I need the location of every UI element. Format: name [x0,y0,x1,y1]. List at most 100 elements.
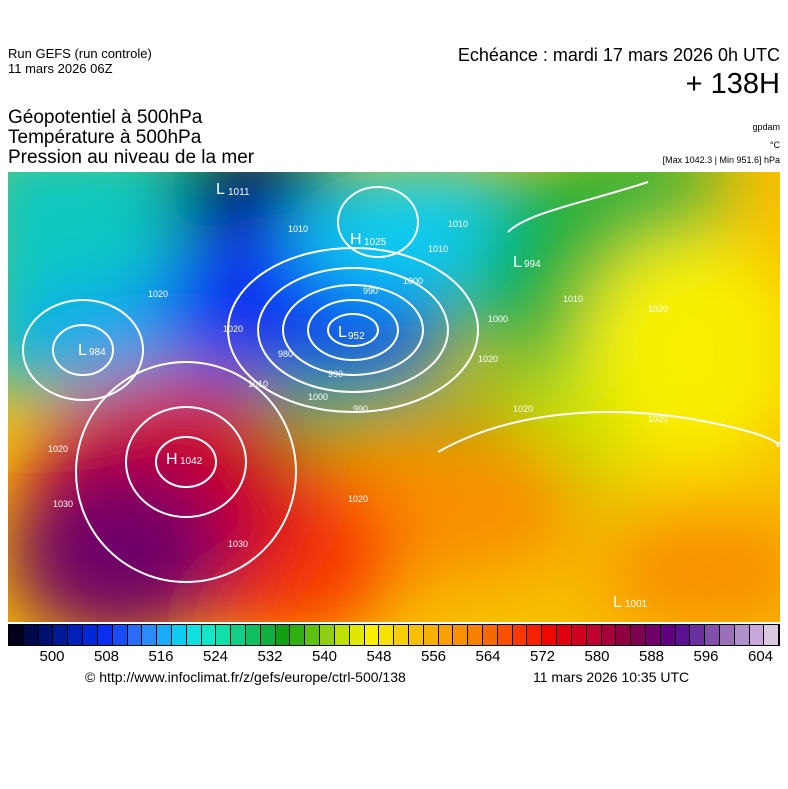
valid-time: Echéance : mardi 17 mars 2026 0h UTC [457,45,780,65]
colorbar [8,624,780,646]
colorbar-cell [601,625,617,645]
center-value: 1001 [625,599,648,610]
pressure-centers: L 1011 H 1025 L 994 L 952 L 984 H 1042 L 1001 [78,181,648,611]
center-value: 984 [89,347,106,358]
colorbar-cell [290,625,306,645]
colorbar-cell [468,625,483,645]
colorbar-cell [112,625,128,645]
field-2: Température à 500hPa [8,127,202,148]
colorbar-cell [216,625,232,645]
colorbar-cell [38,625,54,645]
colorbar-tick: 604 [747,648,774,665]
isobar-label: 990 [353,404,368,414]
field-3: Pression au niveau de la mer [8,147,255,168]
weather-map[interactable]: L 1011 H 1025 L 994 L 952 L 984 H 1042 L 1001 1… [8,172,780,622]
center-type: H [166,451,178,468]
center-type: L [338,324,347,341]
colorbar-cell [23,625,39,645]
colorbar-cell [660,625,676,645]
generated-time: 11 mars 2026 10:35 UTC [533,669,690,685]
isobar-label: 1020 [648,304,668,314]
isobar-label: 1010 [448,219,468,229]
colorbar-tick: 516 [148,648,174,665]
isobar-label: 1030 [53,499,73,509]
colorbar-cell [9,625,24,645]
colorbar-cell [201,625,217,645]
isobar-label: 990 [328,369,343,379]
colorbar-tick: 564 [475,648,501,665]
colorbar-cell [394,625,409,645]
colorbar-tick: 540 [311,648,338,665]
colorbar-cell [438,625,454,645]
colorbar-cell [527,625,543,645]
lead-time: + 138H [685,68,780,100]
colorbar-cell [631,625,646,645]
colorbar-cell [542,625,558,645]
map-svg: L 1011 H 1025 L 994 L 952 L 984 H 1042 L 1001 1… [8,172,780,622]
isobar-label: 1020 [148,289,168,299]
colorbar-tick: 548 [366,648,392,665]
colorbar-tick: 556 [420,648,447,665]
colorbar-cell [379,625,395,645]
colorbar-tick: 500 [39,648,65,665]
colorbar-cell [764,625,780,645]
center-type: L [216,181,225,198]
isobars [22,181,780,583]
colorbar-cell [586,625,602,645]
isobar-label: 1020 [513,404,533,414]
isobar-label: 1000 [308,392,328,402]
isobar-label: 980 [278,349,293,359]
colorbar-cell [231,625,246,645]
center-type: L [78,342,87,359]
isobar-label: 1020 [223,324,243,334]
colorbar-cell [97,625,113,645]
run-date: 11 mars 2026 06Z [8,61,113,76]
center-value: 1042 [180,456,203,467]
colorbar-cell [305,625,321,645]
source-url[interactable]: © http://www.infoclimat.fr/z/gefs/europe… [85,669,406,685]
center-type: L [513,254,522,271]
colorbar-cell [334,625,350,645]
colorbar-tick: 572 [529,648,556,665]
colorbar-cell [83,625,98,645]
colorbar-cell [705,625,720,645]
isobar-label: 1020 [648,414,668,424]
isobar-label: 1020 [348,494,368,504]
run-label: Run GEFS (run controle) [8,46,152,61]
colorbar-cell [497,625,513,645]
colorbar-cell [142,625,158,645]
colorbar-cell [157,625,172,645]
center-value: 994 [524,259,541,270]
center-value: 1011 [228,187,250,198]
center-type: H [350,231,362,248]
isobar-label: 1010 [288,224,308,234]
isobar-label: 1010 [248,379,268,389]
colorbar-tick: 580 [584,648,610,665]
isobar-label: 1020 [478,354,498,364]
colorbar-tick: 524 [202,648,229,665]
colorbar-cell [453,625,469,645]
colorbar-cell [512,625,528,645]
center-value: 1025 [364,237,387,248]
colorbar-cell [720,625,735,645]
isobar-label: 1010 [563,294,583,304]
isobar-label: 1030 [228,539,248,549]
unit-pressure: [Max 1042.3 | Min 951.6] hPa [662,155,780,165]
colorbar-cell [483,625,498,645]
unit-temperature: °C [769,140,780,150]
colorbar-cell [127,625,143,645]
colorbar-cell [53,625,69,645]
colorbar-cell [616,625,632,645]
colorbar-cell [557,625,572,645]
center-value: 952 [348,331,365,342]
colorbar-cell [408,625,424,645]
colorbar-tick: 508 [93,648,120,665]
colorbar-cell [68,625,84,645]
colorbar-cell [171,625,187,645]
colorbar-cell [423,625,439,645]
isobar-label: 1020 [48,444,68,454]
geopotential-field [8,172,780,622]
colorbar-tick: 588 [638,648,665,665]
colorbar-cell [675,625,691,645]
colorbar-cell [275,625,291,645]
